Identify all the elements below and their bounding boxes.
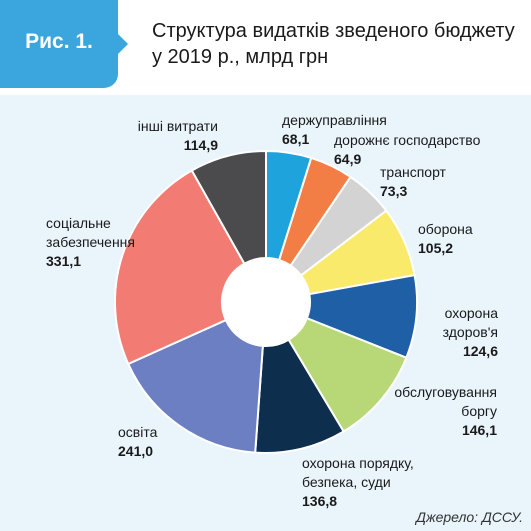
slice-value-label: 241,0 [118, 443, 153, 459]
slice-label: соціальне [46, 215, 111, 231]
slice-value-label: 331,1 [46, 253, 81, 269]
source-note: Джерело: ДССУ. [416, 509, 523, 525]
slice-label: транспорт [380, 164, 447, 180]
slice-label: держуправління [282, 112, 387, 128]
slice-label: охорона [445, 305, 499, 321]
figure-header: Рис. 1. Структура видатків зведеного бюд… [0, 0, 531, 95]
slice-value-label: 146,1 [462, 422, 497, 438]
slice-label: здоров'я [443, 324, 498, 340]
figure-number-tab: Рис. 1. [0, 0, 118, 88]
slice-label: безпека, суди [302, 474, 391, 490]
slice-label: боргу [461, 403, 497, 419]
slice-value-label: 114,9 [184, 137, 218, 153]
slice-label: оборона [418, 221, 473, 237]
slice-label: охорона порядку, [302, 455, 414, 471]
donut-hole [222, 258, 310, 346]
chart-title-line-1: Структура видатків зведеного бюджету [152, 20, 515, 42]
figure-number: Рис. 1. [25, 30, 93, 53]
slice-value-label: 64,9 [334, 151, 361, 167]
slice-label: дорожнє господарство [334, 132, 481, 148]
donut-slices [114, 149, 418, 454]
slice-label: забезпечення [46, 234, 135, 250]
slice-value-label: 68,1 [282, 131, 309, 147]
slice-value-label: 105,2 [418, 240, 453, 256]
slice-value-label: 136,8 [302, 493, 337, 509]
slice-label: освіта [118, 424, 158, 440]
chart-title: Структура видатків зведеного бюджету у 2… [152, 18, 522, 70]
figure-tab-notch [118, 34, 128, 54]
slice-label: інші витрати [138, 118, 218, 134]
slice-value-label: 124,6 [463, 343, 498, 359]
slice-label: обслуговування [394, 384, 497, 400]
slice-value-label: 73,3 [380, 183, 407, 199]
donut-labels: держуправління 68,1 дорожнє господарство 64… [46, 112, 498, 509]
chart-title-line-2: у 2019 р., млрд грн [152, 46, 329, 68]
